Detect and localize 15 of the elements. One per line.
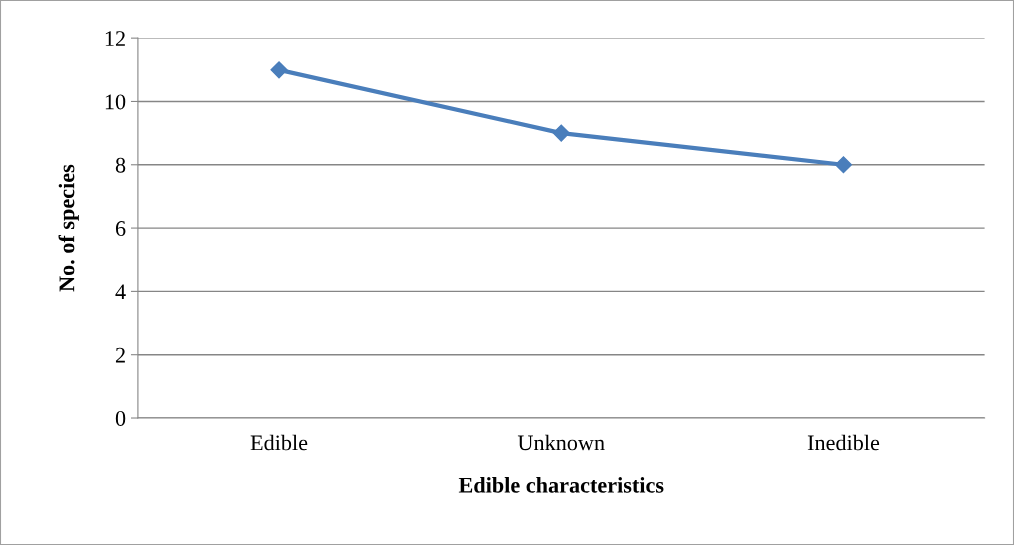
- y-tick-label: 12: [105, 31, 125, 46]
- y-tick-label: 8: [115, 157, 126, 173]
- x-tick-label: Unknown: [517, 434, 605, 451]
- point: [552, 124, 570, 142]
- y-tick-label: 2: [115, 347, 125, 363]
- y-tick-label: 0: [115, 410, 126, 426]
- x-axis-title: Edible characteristics: [458, 477, 664, 493]
- y-tick-label: 6: [115, 221, 126, 237]
- point: [834, 156, 853, 174]
- x-tick-label: Inedible: [807, 434, 880, 451]
- x-tick-label: Edible: [250, 434, 308, 451]
- y-axis-title: No. of species: [58, 164, 79, 292]
- point: [270, 61, 288, 79]
- y-tick-label: 4: [115, 284, 126, 300]
- y-tick-label: 10: [105, 94, 126, 110]
